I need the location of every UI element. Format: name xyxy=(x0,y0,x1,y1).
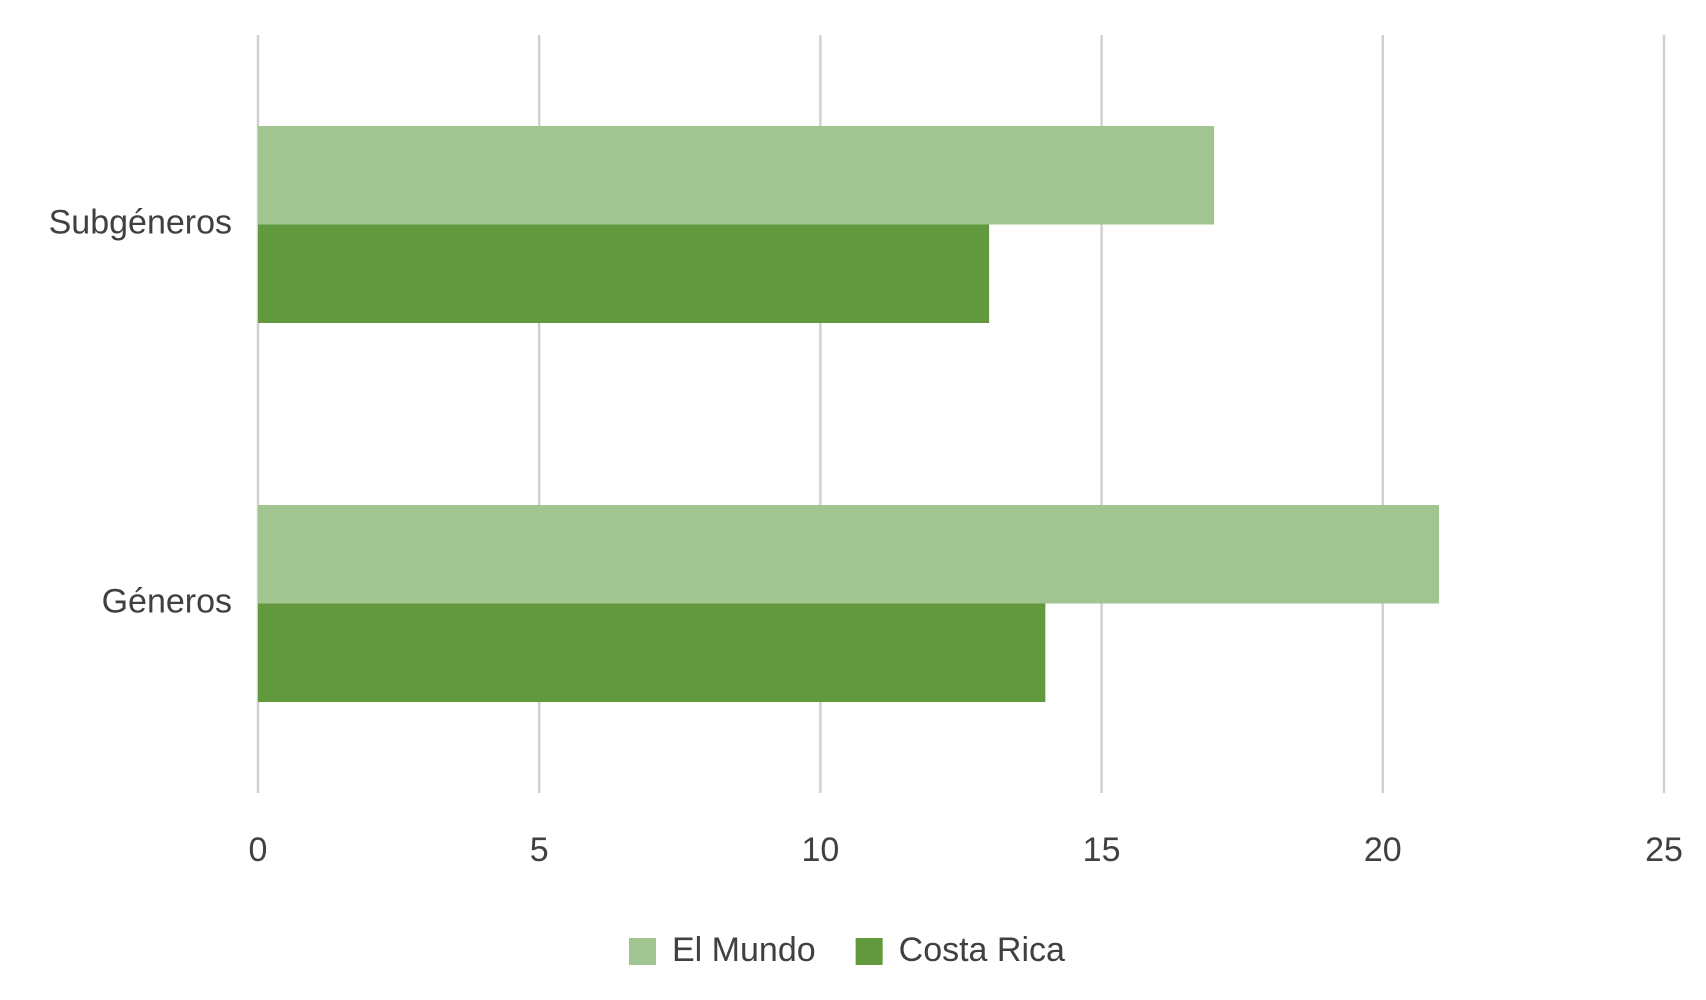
bar xyxy=(258,505,1440,604)
bar xyxy=(258,126,1215,225)
legend-label: El Mundo xyxy=(672,931,816,969)
x-tick-label: 0 xyxy=(249,831,268,869)
x-tick-label: 5 xyxy=(530,831,549,869)
x-tick-label: 25 xyxy=(1645,831,1683,869)
legend-swatch xyxy=(855,938,883,965)
x-tick-label: 20 xyxy=(1364,831,1402,869)
legend-swatch xyxy=(629,938,656,965)
bar xyxy=(258,603,1046,702)
legend-label: Costa Rica xyxy=(899,931,1065,969)
y-tick-label: Géneros xyxy=(102,582,232,620)
bar xyxy=(258,224,990,323)
x-tick-label: 15 xyxy=(1083,831,1121,869)
x-tick-label: 10 xyxy=(801,831,839,869)
y-tick-label: Subgéneros xyxy=(49,203,232,241)
